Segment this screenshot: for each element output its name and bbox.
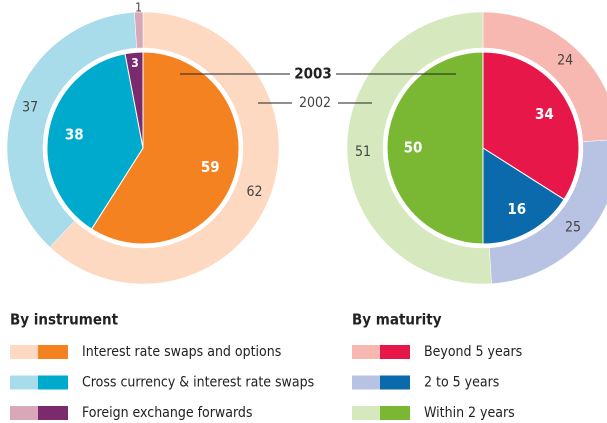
- legend-label: Interest rate swaps and options: [82, 344, 281, 360]
- legend-swatch: [38, 375, 68, 390]
- legend-swatch: [380, 345, 410, 359]
- legend-swatch: [380, 375, 410, 390]
- legend-swatch: [38, 406, 68, 420]
- value-label: 24: [557, 53, 573, 69]
- value-label: 37: [22, 99, 38, 115]
- legend-title: By maturity: [352, 311, 442, 329]
- legend-swatch: [352, 375, 380, 390]
- ring-divider: [383, 48, 583, 248]
- outer-ring-label: 2002: [299, 95, 331, 111]
- value-label: 16: [507, 200, 526, 218]
- legend-swatch: [38, 345, 68, 359]
- pie-slice: [386, 51, 484, 245]
- value-label: 51: [355, 144, 371, 160]
- value-label: 25: [565, 219, 581, 235]
- value-label: 62: [247, 184, 263, 200]
- legend-label: Within 2 years: [424, 405, 515, 421]
- pie-slice: [482, 51, 580, 201]
- legend-label: Foreign exchange forwards: [82, 405, 252, 421]
- legend-title: By instrument: [10, 311, 119, 329]
- legend-swatch: [352, 406, 380, 420]
- legend-swatch: [380, 406, 410, 420]
- value-label: 50: [404, 139, 423, 157]
- legend-label: 2 to 5 years: [424, 375, 499, 391]
- pie-slice: [90, 51, 240, 245]
- inner-ring-label: 2003: [294, 65, 332, 83]
- value-label: 3: [131, 56, 139, 70]
- legend-label: Beyond 5 years: [424, 344, 522, 360]
- pie-slice: [46, 53, 144, 230]
- legend-swatch: [352, 345, 380, 359]
- legend-swatch: [10, 406, 38, 420]
- pie-slice: [482, 147, 565, 245]
- ring-divider: [43, 48, 243, 248]
- legend-swatch: [10, 345, 38, 359]
- value-label: 59: [201, 158, 220, 176]
- legend-swatch: [10, 375, 38, 390]
- legend-label: Cross currency & interest rate swaps: [82, 375, 314, 391]
- value-label: 34: [535, 105, 554, 123]
- value-label: 38: [65, 125, 84, 143]
- value-label: 1: [135, 1, 142, 15]
